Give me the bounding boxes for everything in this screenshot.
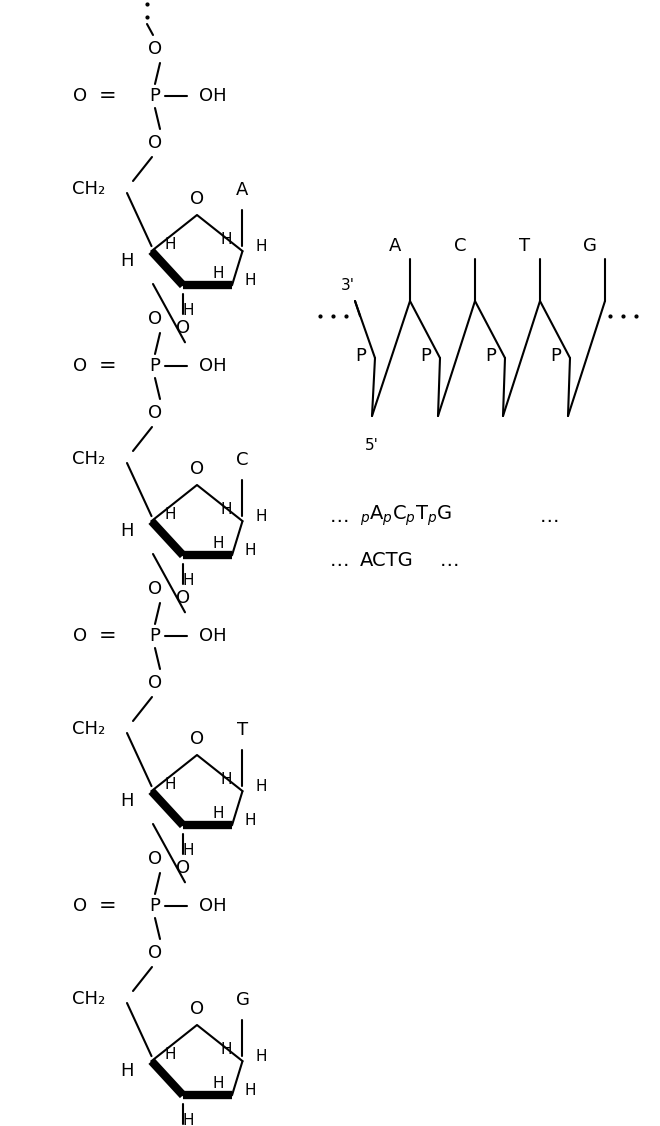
Text: H: H: [164, 1046, 176, 1062]
Text: 5': 5': [365, 438, 379, 454]
Text: P: P: [355, 347, 366, 365]
Text: O: O: [148, 41, 162, 59]
Text: H: H: [245, 813, 257, 828]
Text: CH₂: CH₂: [72, 990, 105, 1008]
Text: =: =: [99, 86, 117, 106]
Text: A: A: [389, 236, 401, 254]
Text: H: H: [213, 266, 224, 280]
Text: =: =: [99, 896, 117, 915]
Text: …: …: [540, 507, 560, 526]
Text: P: P: [550, 347, 561, 365]
Text: H: H: [120, 792, 133, 810]
Text: O: O: [148, 580, 162, 598]
Text: …: …: [330, 507, 350, 526]
Text: O: O: [148, 850, 162, 868]
Text: H: H: [221, 232, 232, 247]
Text: P: P: [485, 347, 496, 365]
Text: A: A: [236, 181, 249, 199]
Text: OH: OH: [199, 897, 226, 915]
Text: O: O: [148, 674, 162, 692]
Text: P: P: [420, 347, 431, 365]
Text: H: H: [255, 778, 267, 794]
Text: O: O: [190, 1000, 204, 1018]
Text: P: P: [150, 87, 160, 105]
Text: =: =: [99, 626, 117, 646]
Text: O: O: [148, 310, 162, 328]
Text: H: H: [213, 1075, 224, 1091]
Text: …: …: [440, 552, 459, 571]
Text: O: O: [190, 730, 204, 748]
Text: H: H: [255, 1048, 267, 1064]
Text: CH₂: CH₂: [72, 720, 105, 738]
Text: OH: OH: [199, 357, 226, 375]
Text: O: O: [148, 134, 162, 152]
Text: …: …: [330, 552, 350, 571]
Text: H: H: [164, 777, 176, 792]
Text: H: H: [164, 507, 176, 521]
Text: O: O: [73, 627, 87, 645]
Text: O: O: [73, 87, 87, 105]
Text: CH₂: CH₂: [72, 450, 105, 468]
Text: H: H: [182, 1114, 194, 1126]
Text: O: O: [176, 859, 190, 877]
Text: ACTG: ACTG: [360, 552, 414, 571]
Text: O: O: [148, 404, 162, 422]
Text: OH: OH: [199, 627, 226, 645]
Text: P: P: [150, 357, 160, 375]
Text: H: H: [182, 303, 194, 319]
Text: T: T: [237, 721, 248, 739]
Text: CH₂: CH₂: [72, 180, 105, 198]
Text: H: H: [120, 252, 133, 270]
Text: C: C: [453, 236, 466, 254]
Text: H: H: [221, 501, 232, 517]
Text: $_p$A$_p$C$_p$T$_p$G: $_p$A$_p$C$_p$T$_p$G: [360, 503, 452, 528]
Text: P: P: [150, 627, 160, 645]
Text: O: O: [190, 461, 204, 479]
Text: H: H: [245, 272, 257, 288]
Text: H: H: [245, 543, 257, 557]
Text: H: H: [182, 843, 194, 858]
Text: H: H: [213, 536, 224, 551]
Text: H: H: [164, 236, 176, 251]
Text: H: H: [182, 573, 194, 588]
Text: P: P: [150, 897, 160, 915]
Text: H: H: [255, 509, 267, 524]
Text: H: H: [245, 1083, 257, 1098]
Text: O: O: [73, 357, 87, 375]
Text: H: H: [120, 1062, 133, 1080]
Text: H: H: [221, 1042, 232, 1056]
Text: C: C: [236, 452, 249, 470]
Text: O: O: [73, 897, 87, 915]
Text: H: H: [221, 771, 232, 787]
Text: H: H: [213, 806, 224, 821]
Text: G: G: [236, 991, 249, 1009]
Text: 3': 3': [341, 278, 355, 294]
Text: O: O: [176, 320, 190, 338]
Text: G: G: [583, 236, 597, 254]
Text: O: O: [190, 190, 204, 208]
Text: O: O: [148, 944, 162, 962]
Text: H: H: [120, 522, 133, 540]
Text: OH: OH: [199, 87, 226, 105]
Text: O: O: [176, 589, 190, 607]
Text: =: =: [99, 356, 117, 376]
Text: H: H: [255, 239, 267, 253]
Text: T: T: [519, 236, 531, 254]
